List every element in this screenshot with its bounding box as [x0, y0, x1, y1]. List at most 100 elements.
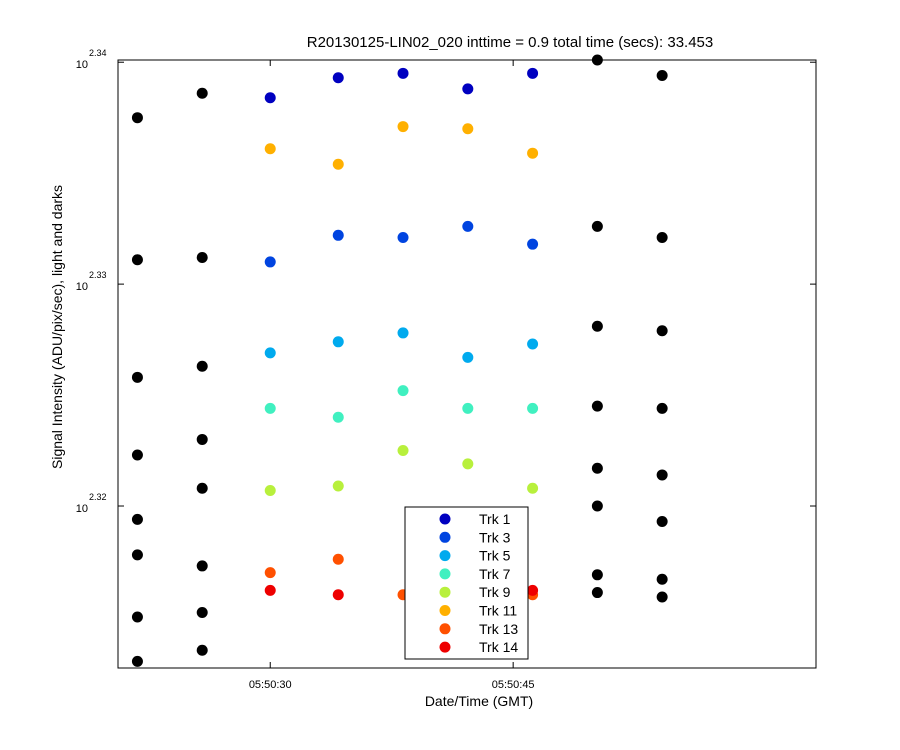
- data-point: [591, 54, 603, 66]
- x-axis: 05:50:30 05:50:45: [249, 60, 535, 691]
- data-point: [332, 553, 344, 565]
- data-point: [527, 238, 539, 250]
- legend-marker: [439, 641, 451, 653]
- legend-marker: [439, 513, 451, 525]
- data-point: [264, 92, 276, 104]
- data-point: [264, 402, 276, 414]
- data-points: [131, 54, 668, 667]
- data-point: [196, 251, 208, 263]
- legend-label: Trk 9: [479, 584, 511, 600]
- data-point: [131, 611, 143, 623]
- data-point: [656, 232, 668, 244]
- data-point: [264, 484, 276, 496]
- y-tick-exponent: 2.34: [89, 48, 107, 58]
- data-point: [264, 256, 276, 268]
- data-point: [332, 158, 344, 170]
- legend-label: Trk 1: [479, 511, 511, 527]
- data-point: [656, 469, 668, 481]
- legend-label: Trk 3: [479, 529, 511, 545]
- data-point: [462, 220, 474, 232]
- y-tick-base: 10: [76, 503, 88, 515]
- data-point: [656, 70, 668, 82]
- data-point: [527, 402, 539, 414]
- legend-marker: [439, 568, 451, 580]
- data-point: [196, 360, 208, 372]
- legend: Trk 1 Trk 3 Trk 5 Trk 7 Trk 9 Trk 11 Trk 13 Trk…: [404, 506, 529, 660]
- data-point: [656, 516, 668, 528]
- data-point: [332, 411, 344, 423]
- data-point: [591, 400, 603, 412]
- y-tick-base: 10: [76, 59, 88, 71]
- data-point: [131, 112, 143, 124]
- y-axis-label: Signal Intensity (ADU/pix/sec), light an…: [49, 185, 65, 469]
- data-point: [527, 67, 539, 79]
- legend-label: Trk 13: [479, 621, 518, 637]
- data-point: [527, 584, 539, 596]
- data-point: [462, 123, 474, 135]
- data-point: [527, 147, 539, 159]
- data-point: [397, 385, 409, 397]
- data-point: [332, 589, 344, 601]
- data-point: [397, 121, 409, 133]
- data-point: [196, 607, 208, 619]
- data-point: [196, 560, 208, 572]
- data-point: [397, 67, 409, 79]
- data-point: [656, 591, 668, 603]
- data-point: [332, 336, 344, 348]
- legend-label: Trk 11: [479, 603, 517, 619]
- legend-marker: [439, 605, 451, 616]
- data-point: [656, 573, 668, 585]
- data-point: [332, 72, 344, 84]
- data-point: [397, 232, 409, 244]
- y-tick-exponent: 2.32: [89, 492, 107, 502]
- data-point: [196, 433, 208, 445]
- chart-title: R20130125-LIN02_020 inttime = 0.9 total …: [307, 34, 714, 51]
- y-tick-base: 10: [76, 281, 88, 293]
- data-point: [462, 458, 474, 470]
- data-point: [131, 371, 143, 383]
- legend-label: Trk 7: [479, 566, 511, 582]
- data-point: [462, 351, 474, 363]
- y-tick-exponent: 2.33: [89, 270, 107, 280]
- legend-label: Trk 5: [479, 548, 511, 564]
- data-point: [264, 143, 276, 155]
- data-point: [196, 482, 208, 494]
- data-point: [131, 549, 143, 561]
- legend-marker: [439, 586, 451, 598]
- data-point: [591, 220, 603, 232]
- legend-label: Trk 14: [479, 639, 518, 655]
- data-point: [196, 87, 208, 99]
- data-point: [131, 513, 143, 525]
- data-point: [462, 402, 474, 414]
- legend-marker: [439, 531, 451, 543]
- data-point: [656, 325, 668, 337]
- data-point: [591, 587, 603, 599]
- data-point: [264, 347, 276, 359]
- x-axis-label: Date/Time (GMT): [425, 693, 533, 709]
- data-point: [591, 569, 603, 581]
- legend-box: [404, 506, 529, 660]
- legend-marker: [439, 623, 451, 635]
- data-point: [196, 644, 208, 656]
- data-point: [527, 482, 539, 494]
- x-tick-label: 05:50:30: [249, 679, 292, 691]
- data-point: [397, 445, 409, 457]
- data-point: [131, 254, 143, 266]
- legend-marker: [439, 550, 451, 562]
- data-point: [332, 229, 344, 241]
- data-point: [397, 327, 409, 339]
- data-point: [656, 402, 668, 414]
- data-point: [131, 449, 143, 461]
- data-point: [591, 462, 603, 474]
- data-point: [332, 480, 344, 492]
- data-point: [591, 320, 603, 332]
- data-point: [131, 655, 143, 667]
- data-point: [264, 584, 276, 596]
- x-tick-label: 05:50:45: [492, 679, 535, 691]
- data-point: [591, 500, 603, 512]
- data-point: [527, 338, 539, 350]
- data-point: [462, 83, 474, 95]
- data-point: [264, 567, 276, 579]
